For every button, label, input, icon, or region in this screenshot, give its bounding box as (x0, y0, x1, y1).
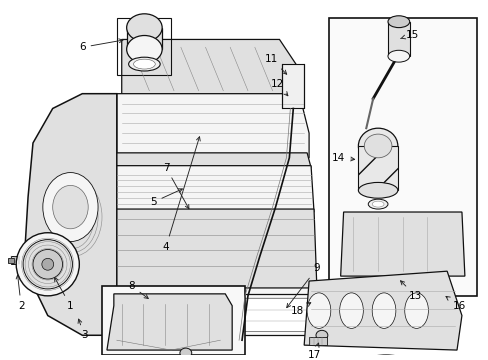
Ellipse shape (128, 57, 160, 71)
Ellipse shape (306, 293, 330, 328)
Ellipse shape (33, 249, 62, 279)
Bar (358, 146, 397, 190)
Ellipse shape (404, 293, 427, 328)
Ellipse shape (43, 172, 98, 242)
Text: 15: 15 (400, 30, 418, 40)
Ellipse shape (133, 59, 155, 69)
Bar (8, 258, 14, 263)
Bar (282, 64, 304, 108)
Ellipse shape (315, 330, 327, 340)
Ellipse shape (53, 185, 88, 229)
Bar (387, 22, 409, 56)
Ellipse shape (42, 258, 54, 270)
Bar (126, 28, 162, 49)
Polygon shape (340, 212, 464, 276)
Text: 7: 7 (163, 163, 188, 209)
Ellipse shape (358, 183, 397, 198)
Text: 2: 2 (16, 275, 24, 311)
Ellipse shape (358, 128, 397, 164)
Text: 19: 19 (0, 359, 1, 360)
Text: 14: 14 (331, 153, 354, 163)
Ellipse shape (126, 14, 162, 41)
Text: 3: 3 (78, 319, 87, 340)
Text: 13: 13 (400, 281, 421, 301)
Polygon shape (114, 153, 310, 168)
Polygon shape (117, 94, 308, 158)
Polygon shape (114, 209, 316, 291)
Text: 6: 6 (79, 39, 122, 52)
Polygon shape (122, 40, 299, 99)
Polygon shape (114, 166, 313, 212)
Ellipse shape (371, 293, 395, 328)
Bar (123, 298, 307, 331)
Ellipse shape (371, 201, 383, 207)
Text: 9: 9 (286, 263, 320, 307)
Ellipse shape (387, 16, 409, 28)
Ellipse shape (366, 359, 405, 360)
Polygon shape (304, 271, 461, 350)
Text: 16: 16 (445, 296, 465, 311)
Ellipse shape (23, 240, 72, 289)
Bar (328, 18, 476, 296)
Ellipse shape (387, 50, 409, 62)
Bar (308, 337, 326, 345)
Ellipse shape (16, 233, 79, 296)
Polygon shape (107, 294, 232, 350)
Ellipse shape (126, 36, 162, 63)
Ellipse shape (364, 134, 391, 158)
Text: 4: 4 (163, 137, 200, 252)
Ellipse shape (358, 355, 413, 360)
Text: 8: 8 (128, 281, 148, 298)
Text: 12: 12 (270, 79, 287, 96)
Text: 5: 5 (150, 189, 182, 207)
Text: 17: 17 (307, 343, 320, 360)
Text: 10: 10 (0, 359, 1, 360)
Bar (102, 286, 244, 355)
Bar (120, 294, 311, 335)
Ellipse shape (339, 293, 363, 328)
Bar (117, 18, 171, 75)
Text: 11: 11 (264, 54, 286, 74)
Polygon shape (114, 288, 320, 335)
Ellipse shape (367, 199, 387, 209)
Polygon shape (25, 94, 117, 335)
Bar (11, 256, 29, 264)
Ellipse shape (180, 348, 191, 358)
Text: 1: 1 (55, 278, 74, 311)
Text: 18: 18 (290, 303, 310, 316)
